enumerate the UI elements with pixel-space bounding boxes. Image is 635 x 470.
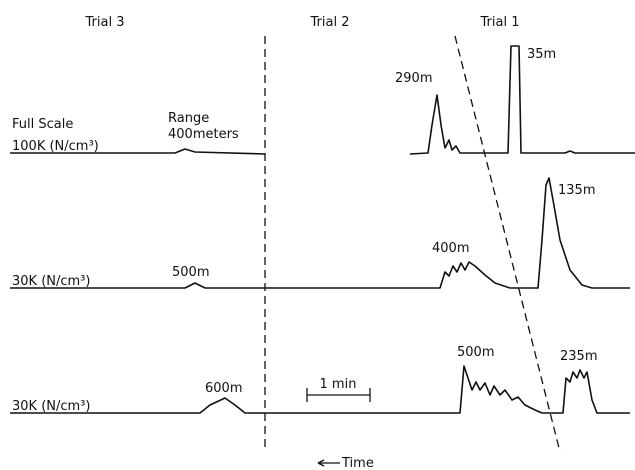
annotation: Range bbox=[168, 111, 209, 126]
unit-label: 30K (N/cm³) bbox=[12, 399, 90, 414]
annotation: 290m bbox=[395, 71, 432, 86]
unit-label: 30K (N/cm³) bbox=[12, 274, 90, 289]
scale-bar-label: 1 min bbox=[320, 377, 357, 392]
annotation: 500m bbox=[457, 345, 494, 360]
annotation: 235m bbox=[560, 349, 597, 364]
column-label: Trial 1 bbox=[480, 15, 520, 30]
column-label: Trial 3 bbox=[85, 15, 125, 30]
annotation: 35m bbox=[527, 47, 556, 62]
trace bbox=[10, 365, 630, 414]
unit-label: 100K (N/cm³) bbox=[12, 139, 99, 154]
time-arrow bbox=[317, 459, 340, 467]
annotation: 400meters bbox=[168, 127, 239, 142]
divider bbox=[454, 35, 561, 453]
annotation: 500m bbox=[172, 265, 209, 280]
annotation: 135m bbox=[558, 183, 595, 198]
trace bbox=[10, 177, 630, 289]
annotation: 400m bbox=[432, 241, 469, 256]
scale-label: Full Scale bbox=[12, 117, 73, 132]
annotation: 600m bbox=[205, 381, 242, 396]
scale-bar bbox=[306, 388, 371, 402]
trace bbox=[10, 45, 635, 155]
time-label: Time bbox=[341, 456, 374, 470]
column-label: Trial 2 bbox=[310, 15, 350, 30]
